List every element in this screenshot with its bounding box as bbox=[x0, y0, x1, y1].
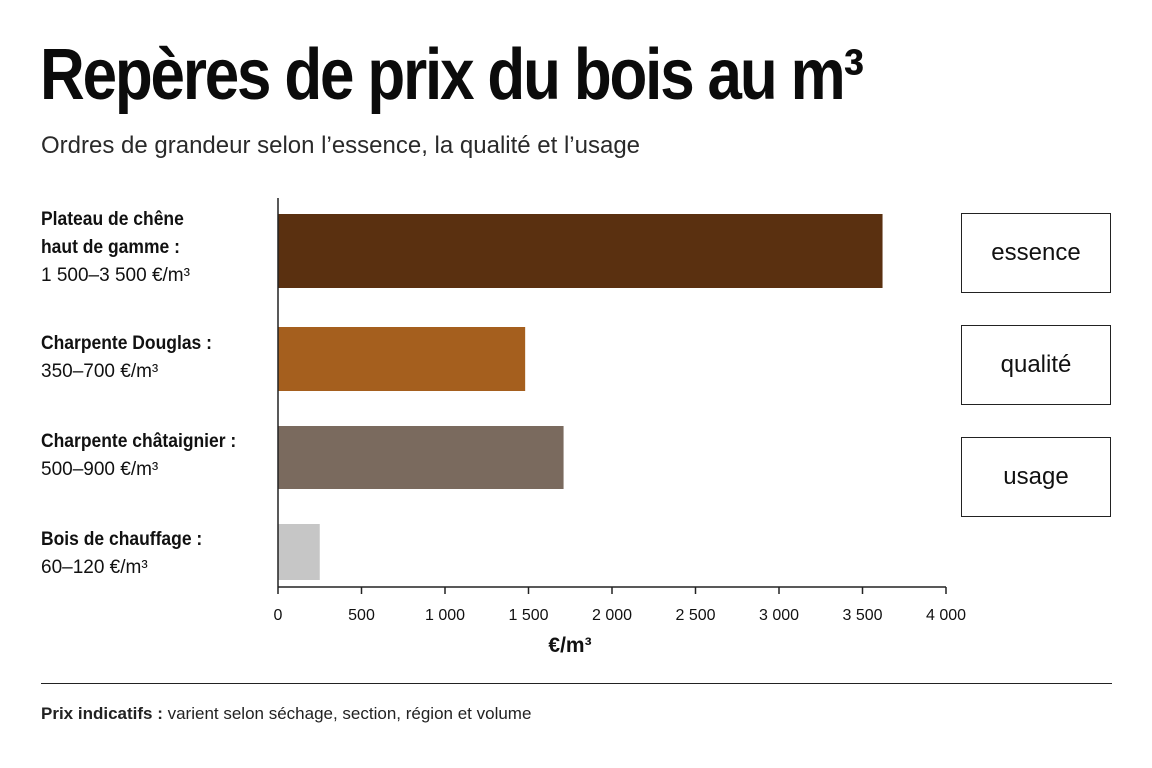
bar-douglas bbox=[278, 327, 526, 391]
footnote: Prix indicatifs : varient selon séchage,… bbox=[41, 704, 531, 724]
category-name: Charpente châtaignier : bbox=[41, 431, 237, 452]
x-tick-label: 4 000 bbox=[926, 607, 966, 624]
bar-chene bbox=[278, 214, 883, 288]
category-label-chataignier: Charpente châtaignier : 500–900 €/m³ bbox=[41, 428, 281, 484]
x-tick-label: 3 000 bbox=[759, 607, 799, 624]
category-range: 500–900 €/m³ bbox=[41, 459, 159, 480]
category-name: Plateau de chêne bbox=[41, 209, 184, 230]
bar-chataignier bbox=[278, 426, 564, 489]
category-range: 350–700 €/m³ bbox=[41, 361, 159, 382]
footnote-label: Prix indicatifs : bbox=[41, 704, 163, 723]
x-tick-label: 500 bbox=[348, 607, 375, 624]
category-label-douglas: Charpente Douglas : 350–700 €/m³ bbox=[41, 330, 281, 386]
x-axis-label: €/m³ bbox=[548, 634, 592, 657]
x-tick-label: 1 500 bbox=[508, 607, 548, 624]
category-range: 1 500–3 500 €/m³ bbox=[41, 265, 190, 286]
chart-subtitle: Ordres de grandeur selon l’essence, la q… bbox=[41, 132, 641, 159]
x-tick-label: 2 000 bbox=[592, 607, 632, 624]
x-tick-label: 1 000 bbox=[425, 607, 465, 624]
category-name: haut de gamme : bbox=[41, 237, 180, 258]
legend-box-qualite: qualité bbox=[961, 325, 1111, 405]
x-tick-label: 0 bbox=[274, 607, 283, 624]
category-name: Bois de chauffage : bbox=[41, 529, 203, 550]
category-name: Charpente Douglas : bbox=[41, 333, 212, 354]
chart-title: Repères de prix du bois au m³ bbox=[40, 35, 864, 115]
category-range: 60–120 €/m³ bbox=[41, 557, 148, 578]
legend-box-essence: essence bbox=[961, 213, 1111, 293]
category-label-chene: Plateau de chêne haut de gamme : 1 500–3… bbox=[41, 206, 281, 290]
x-tick-label: 3 500 bbox=[842, 607, 882, 624]
footer-divider bbox=[41, 683, 1112, 684]
category-label-chauffage: Bois de chauffage : 60–120 €/m³ bbox=[41, 526, 281, 582]
x-tick-label: 2 500 bbox=[675, 607, 715, 624]
bar-chauffage bbox=[278, 524, 320, 580]
legend-box-usage: usage bbox=[961, 437, 1111, 517]
footnote-text: varient selon séchage, section, région e… bbox=[162, 704, 532, 723]
